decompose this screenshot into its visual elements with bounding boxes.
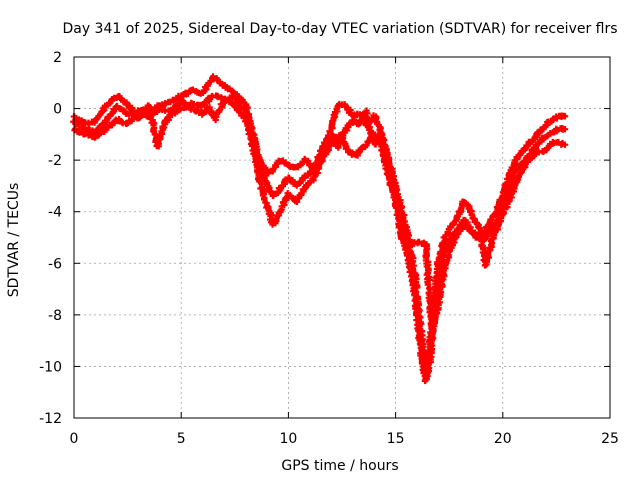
y-tick-label: -4	[48, 205, 62, 221]
x-tick-label: 10	[279, 431, 297, 447]
data-point-series-1	[561, 113, 569, 120]
y-tick-label: 0	[53, 102, 62, 118]
data-points	[70, 73, 569, 385]
plot-frame	[73, 56, 611, 419]
data-point-series-2	[561, 126, 569, 133]
data-point-series-2	[294, 195, 302, 202]
y-tick-label: 2	[53, 50, 62, 66]
y-tick-label: -2	[48, 153, 62, 169]
data-point-series-3	[424, 281, 432, 288]
x-tick-label: 20	[494, 431, 512, 447]
x-axis-label: GPS time / hours	[281, 458, 398, 474]
grid-lines	[74, 57, 610, 418]
x-tick-label: 5	[177, 431, 186, 447]
x-tick-label: 0	[70, 431, 79, 447]
x-tick-label: 25	[601, 431, 619, 447]
y-tick-label: -12	[39, 411, 62, 427]
data-point-series-3	[368, 134, 376, 141]
data-point-series-2	[342, 145, 350, 152]
y-tick-label: -6	[48, 256, 62, 272]
x-tick-label: 15	[387, 431, 405, 447]
y-tick-label: -8	[48, 308, 62, 324]
y-axis-label: SDTVAR / TECUs	[6, 183, 22, 298]
y-tick-label: -10	[39, 359, 62, 375]
data-point-series-3	[561, 141, 569, 148]
chart-title: Day 341 of 2025, Sidereal Day-to-day VTE…	[62, 21, 617, 37]
data-point-series-3	[453, 234, 460, 241]
